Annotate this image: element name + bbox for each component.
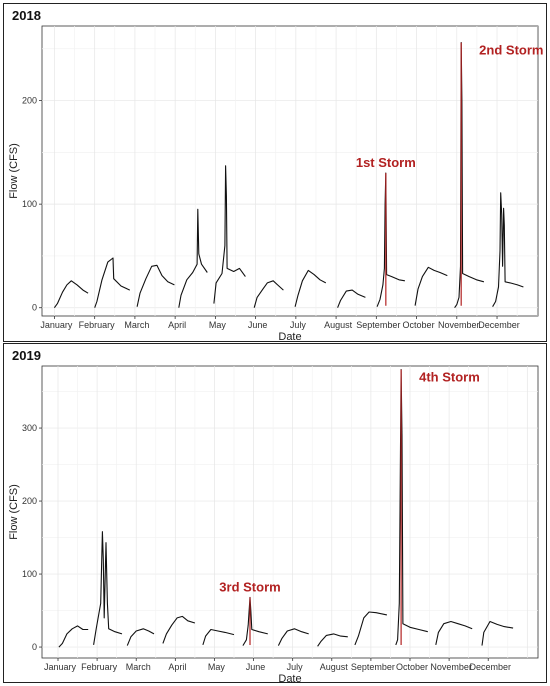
flow-series-line xyxy=(317,633,348,647)
panel-title: 2018 xyxy=(12,8,41,23)
flow-series-line xyxy=(202,628,235,646)
gridlines xyxy=(42,366,538,658)
flow-series-line xyxy=(136,264,175,307)
flow-series-line xyxy=(94,257,131,308)
flow-series-line xyxy=(337,289,366,308)
x-tick-label: May xyxy=(208,662,226,672)
x-tick-label: September xyxy=(351,662,395,672)
x-tick-label: July xyxy=(290,320,307,330)
x-tick-label: February xyxy=(79,320,116,330)
flow-chart-2018: 0 100 200 January February March April May June J… xyxy=(8,8,543,341)
x-tick-label: September xyxy=(356,320,400,330)
chart-panel-2019: 0 100 200 300 January February March April May Ju… xyxy=(3,343,547,683)
y-tick-label: 0 xyxy=(32,642,37,652)
x-tick-label: November xyxy=(430,662,472,672)
flow-series-line xyxy=(178,208,208,308)
x-tick-label: December xyxy=(478,320,520,330)
flow-series-line xyxy=(277,628,309,646)
plot-area xyxy=(41,25,539,317)
x-tick-label: October xyxy=(396,662,428,672)
x-tick-label: April xyxy=(168,320,186,330)
x-tick-label: February xyxy=(81,662,118,672)
x-tick-label: June xyxy=(246,662,266,672)
storm-label: 3rd Storm xyxy=(219,579,280,594)
flow-series-line xyxy=(435,620,473,646)
flow-series-line xyxy=(213,165,246,304)
x-tick-label: May xyxy=(209,320,227,330)
x-tick-label: November xyxy=(438,320,480,330)
x-tick-label: March xyxy=(126,662,151,672)
x-tick-label: January xyxy=(40,320,73,330)
flow-series-line xyxy=(481,620,514,646)
y-tick-label: 100 xyxy=(22,569,37,579)
storm-label: 1st Storm xyxy=(356,155,416,170)
y-tick-label: 100 xyxy=(22,199,37,209)
flow-series-line xyxy=(53,280,89,309)
plot-area xyxy=(41,365,539,659)
x-axis-title: Date xyxy=(278,331,301,341)
x-tick-label: December xyxy=(469,662,511,672)
x-axis-title: Date xyxy=(278,673,301,682)
flow-chart-2019: 0 100 200 300 January February March April May Ju… xyxy=(8,348,539,682)
x-tick-label: March xyxy=(124,320,149,330)
y-tick-label: 200 xyxy=(22,496,37,506)
x-tick-label: July xyxy=(287,662,304,672)
x-tick-label: August xyxy=(324,320,353,330)
y-tick-label: 0 xyxy=(32,303,37,313)
x-tick-label: August xyxy=(320,662,349,672)
flow-series-line xyxy=(492,192,524,307)
panel-title: 2019 xyxy=(12,348,41,363)
flow-series-line xyxy=(294,269,327,307)
storm-label: 2nd Storm xyxy=(479,43,543,58)
flow-series-line xyxy=(126,628,155,646)
flow-series-line xyxy=(162,615,196,644)
storm-label: 4th Storm xyxy=(419,370,480,385)
y-tick-label: 200 xyxy=(22,96,37,106)
x-tick-label: October xyxy=(403,320,435,330)
x-tick-label: June xyxy=(248,320,268,330)
y-tick-label: 300 xyxy=(22,423,37,433)
x-tick-label: April xyxy=(168,662,186,672)
y-axis-title: Flow (CFS) xyxy=(8,484,20,540)
flow-series-line xyxy=(93,531,123,645)
flow-series-line xyxy=(395,369,428,646)
y-axis-title: Flow (CFS) xyxy=(8,143,20,199)
chart-panel-2018: 0 100 200 January February March April May June J… xyxy=(3,3,547,342)
x-tick-label: January xyxy=(44,662,77,672)
flow-series-line xyxy=(58,625,89,648)
flow-series-line xyxy=(354,611,388,646)
flow-series-line xyxy=(253,280,284,308)
flow-series-line xyxy=(414,266,448,306)
